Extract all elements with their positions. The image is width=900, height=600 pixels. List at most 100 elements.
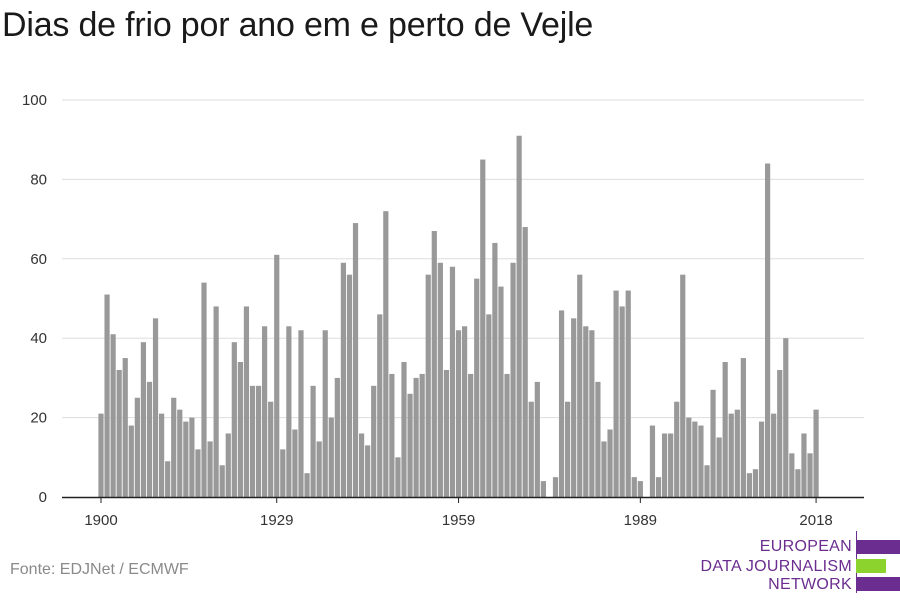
bar-1975	[552, 477, 559, 497]
y-tick-label: 100	[22, 92, 47, 109]
bar-2017	[807, 453, 813, 497]
bar-1955	[431, 231, 437, 497]
bar-1930	[280, 449, 286, 497]
logo-bar-1	[856, 540, 900, 554]
bar-2009	[758, 421, 765, 497]
y-tick-label: 0	[39, 489, 47, 506]
bar-1907	[140, 342, 147, 497]
logo-line-2: DATA JOURNALISM	[700, 558, 852, 575]
bar-1943	[358, 433, 365, 497]
bar-1936	[316, 441, 322, 497]
bar-1966	[498, 286, 504, 497]
bar-1962	[474, 278, 480, 497]
bar-1921	[225, 433, 231, 497]
bar-1945	[371, 385, 377, 497]
bars	[98, 135, 819, 498]
bar-1956	[437, 262, 443, 497]
bar-1948	[389, 373, 395, 497]
bar-1942	[352, 223, 359, 497]
bar-1924	[243, 306, 250, 497]
logo-bar-3	[856, 577, 900, 591]
bar-1940	[340, 262, 346, 497]
bar-2001	[710, 389, 716, 497]
bar-1953	[419, 373, 425, 497]
bar-1960	[462, 326, 468, 497]
bar-2000	[704, 465, 710, 497]
bar-1932	[292, 429, 298, 497]
bar-1913	[177, 409, 183, 497]
bar-2011	[771, 413, 777, 497]
bar-1954	[425, 274, 431, 497]
logo-line-3: NETWORK	[768, 576, 852, 593]
bar-1917	[201, 282, 207, 497]
bar-1980	[583, 326, 589, 497]
bar-1951	[407, 393, 413, 497]
source-note: Fonte: EDJNet / ECMWF	[10, 561, 189, 578]
bar-1972	[534, 381, 540, 497]
bar-1909	[152, 318, 159, 497]
bar-1902	[110, 334, 116, 497]
x-tick-label: 1929	[260, 512, 293, 529]
bar-1905	[128, 425, 134, 497]
bar-1982	[595, 381, 601, 497]
bar-1965	[492, 242, 498, 497]
bar-1926	[255, 385, 262, 497]
bar-1947	[383, 211, 389, 497]
bar-2004	[728, 413, 734, 497]
logo-bar-2	[856, 559, 886, 573]
bar-1939	[334, 377, 340, 497]
bar-1964	[486, 314, 492, 497]
bar-1968	[510, 262, 516, 497]
edjnet-logo: EUROPEAN DATA JOURNALISM NETWORK	[700, 530, 900, 600]
bar-1988	[631, 477, 637, 497]
chart-title: Dias de frio por ano em e perto de Vejle	[2, 6, 594, 44]
bar-1916	[195, 449, 201, 497]
x-axis: 1900 1929 1959 1989 2018	[62, 496, 864, 529]
bar-1911	[165, 461, 171, 497]
bar-1915	[189, 417, 195, 497]
logo-line-1: EUROPEAN	[759, 538, 852, 555]
bar-1923	[237, 362, 243, 497]
bar-1934	[304, 473, 310, 497]
bar-1912	[171, 397, 177, 497]
bar-1925	[249, 385, 256, 497]
bar-1931	[286, 326, 292, 497]
bar-2003	[722, 362, 728, 497]
bar-1952	[413, 377, 419, 497]
bar-1994	[668, 433, 674, 497]
bar-1900	[98, 413, 104, 497]
bar-1996	[680, 274, 686, 497]
bar-1937	[322, 330, 328, 497]
bar-1986	[619, 306, 625, 497]
bar-1906	[134, 397, 140, 497]
bar-1927	[262, 326, 268, 497]
bar-2008	[752, 469, 759, 497]
bar-1949	[395, 457, 401, 497]
bar-2018	[813, 409, 819, 497]
bar-1919	[213, 306, 219, 497]
bar-2012	[777, 369, 783, 497]
y-tick-label: 20	[30, 410, 47, 427]
bar-1981	[589, 330, 595, 497]
bar-1950	[401, 362, 407, 497]
bar-1963	[480, 159, 486, 498]
bar-1935	[310, 385, 316, 497]
bar-1958	[449, 266, 456, 497]
bar-1918	[207, 441, 213, 497]
bar-2014	[789, 453, 795, 497]
bar-1977	[565, 401, 571, 497]
y-tick-label: 40	[30, 330, 47, 347]
bar-1997	[686, 417, 692, 497]
y-tick-label: 60	[30, 251, 47, 268]
bar-1959	[455, 330, 462, 497]
bar-1985	[613, 290, 619, 497]
bar-1922	[231, 342, 237, 497]
bar-2005	[734, 409, 740, 497]
x-tick-label: 2018	[799, 512, 832, 529]
bar-1989	[637, 481, 643, 497]
y-tick-label: 80	[30, 171, 47, 188]
bar-1904	[122, 358, 128, 497]
bar-1993	[661, 433, 668, 497]
bar-1957	[443, 369, 450, 497]
